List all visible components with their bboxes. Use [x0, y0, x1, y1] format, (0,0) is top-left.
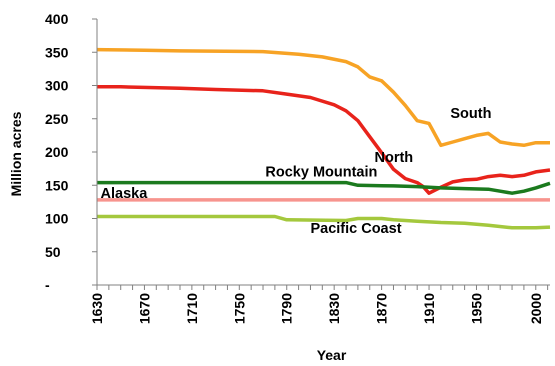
y-axis-title: Million acres — [8, 111, 24, 196]
y-tick-label: 350 — [45, 44, 69, 60]
series-line-south — [96, 47, 550, 148]
series-line-pacific-coast — [97, 214, 551, 230]
series-layer — [96, 47, 551, 230]
x-tick-label: 2000 — [528, 293, 544, 324]
x-tick-label: 1710 — [184, 293, 200, 324]
x-tick-label: 1910 — [421, 293, 437, 324]
y-tick-label: 400 — [45, 11, 69, 27]
x-tick-label: 1630 — [89, 293, 105, 324]
x-tick-label: 1870 — [374, 293, 390, 324]
y-tick-label: 200 — [45, 144, 69, 160]
series-label-rocky-mountain: Rocky Mountain — [265, 165, 377, 181]
y-tick-label: - — [45, 277, 50, 293]
x-tick-label: 1750 — [231, 293, 247, 324]
x-tick-label: 1790 — [279, 293, 295, 324]
x-tick-label: 1950 — [468, 293, 484, 324]
y-tick-label: 300 — [45, 78, 69, 94]
x-tick-label: 1670 — [136, 293, 152, 324]
y-tick-label: 50 — [45, 244, 61, 260]
series-label-south: South — [450, 106, 491, 122]
y-tick-label: 150 — [45, 177, 69, 193]
series-line-north — [97, 85, 551, 195]
y-tick-label: 100 — [45, 211, 69, 227]
series-label-pacific-coast: Pacific Coast — [310, 221, 401, 237]
x-tick-label: 1830 — [326, 293, 342, 324]
ticks-layer: - 50 100 150 200 250 300 350 400 1630 1670 1710 1750… — [45, 11, 549, 324]
series-label-north: North — [374, 150, 413, 166]
series-line-rocky-mountain — [97, 180, 551, 195]
series-label-alaska: Alaska — [101, 186, 149, 202]
y-tick-label: 250 — [45, 111, 69, 127]
x-axis-title: Year — [317, 347, 347, 363]
